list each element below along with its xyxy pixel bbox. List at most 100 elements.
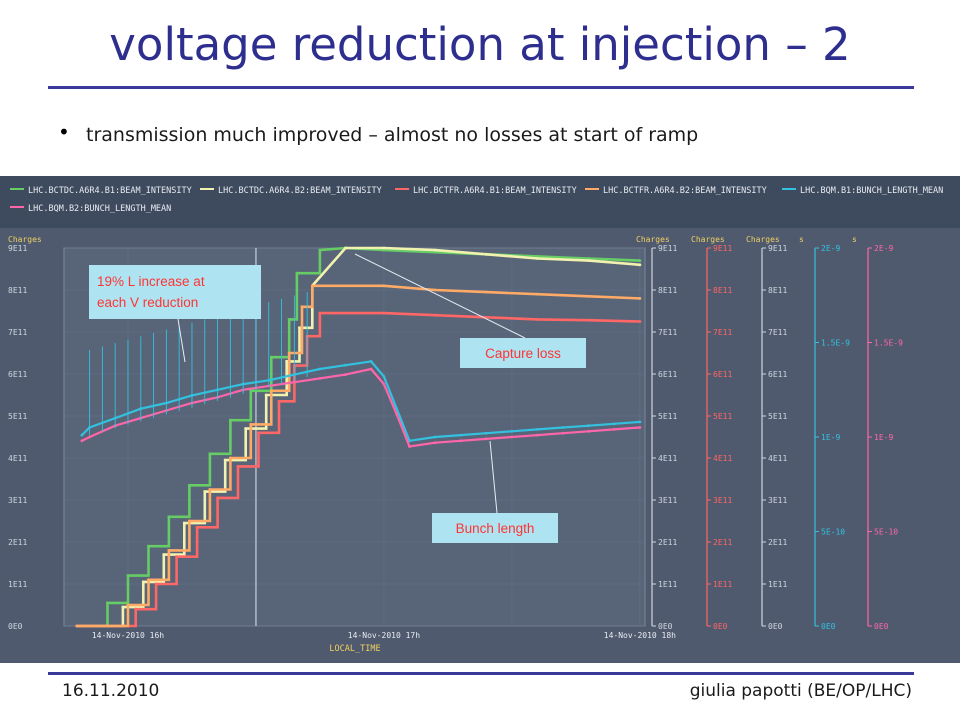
y-tick-label: 1E11 [768, 580, 787, 589]
y-tick-label: 9E11 [8, 244, 27, 253]
y-tick-label: 3E11 [8, 496, 27, 505]
footer-divider [48, 672, 914, 675]
annotation-box [432, 513, 558, 543]
x-axis-label: LOCAL_TIME [329, 644, 380, 654]
series-point [587, 294, 591, 298]
series-point [249, 389, 253, 393]
legend-item[interactable]: LHC.BCTFR.A6R4.B1:BEAM_INTENSITY [395, 186, 577, 196]
annotation-box [89, 265, 261, 319]
legend-item[interactable]: LHC.BCTDC.A6R4.B1:BEAM_INTENSITY [10, 186, 192, 196]
series-point [484, 252, 488, 256]
series-point [395, 412, 399, 416]
series-point [587, 257, 591, 260]
y-tick-label: 5E11 [768, 412, 787, 421]
series-point [106, 624, 109, 628]
y-tick-label: 4E11 [8, 454, 27, 463]
y-tick-label: 6E11 [8, 370, 27, 379]
annotation-callout: Bunch length [432, 440, 558, 543]
series-point [587, 318, 591, 322]
axes-group: Charges 0E0 1E11 2E11 3E11 4E11 5E11 6E11 7E11 8E… [8, 235, 903, 654]
y-tick-label: 8E11 [8, 286, 27, 295]
timber-chart: LHC.BCTDC.A6R4.B1:BEAM_INTENSITY LHC.BCTD… [0, 176, 960, 663]
x-tick-label: 14-Nov-2010 18h [604, 631, 676, 640]
series-point [408, 445, 411, 448]
series-point [264, 393, 268, 397]
series-point [587, 429, 591, 433]
series-point [195, 525, 199, 529]
legend-item[interactable]: LHC.BQM.B1:BUNCH_LENGTH_MEAN [782, 186, 943, 196]
axis-unit-label: Charges [8, 235, 42, 244]
y-tick-label: 5E-10 [874, 528, 898, 537]
series-point [433, 313, 437, 317]
series-point [269, 389, 273, 393]
y-tick-label: 9E11 [658, 244, 677, 253]
y-tick-label: 1E-9 [821, 433, 840, 442]
series-point [382, 382, 386, 386]
legend-label: LHC.BCTFR.A6R4.B1:BEAM_INTENSITY [413, 186, 577, 196]
axis-unit-label: Charges [746, 235, 780, 244]
series-point [369, 360, 373, 363]
series-point [298, 326, 301, 330]
series-point [295, 271, 299, 275]
annotation-text: 19% L increase at [97, 274, 205, 289]
footer-date: 16.11.2010 [62, 681, 160, 701]
series-point [587, 424, 591, 428]
series-point [154, 582, 158, 586]
legend-bar [0, 176, 960, 228]
series-point [612, 422, 616, 426]
legend-label: LHC.BCTFR.A6R4.B2:BEAM_INTENSITY [603, 186, 767, 196]
legend-item[interactable]: LHC.BCTFR.A6R4.B2:BEAM_INTENSITY [585, 186, 767, 196]
y-tick-label: 1E11 [713, 580, 732, 589]
y-tick-label: 2E-9 [821, 244, 840, 253]
bullet-text: transmission much improved – almost no l… [86, 124, 699, 146]
series-point [536, 428, 539, 431]
series-point [167, 549, 171, 552]
legend-label: LHC.BQM.B1:BUNCH_LENGTH_MEAN [800, 186, 943, 196]
series-point [126, 574, 130, 577]
y-tick-label: 1.5E-9 [874, 339, 903, 348]
series-point [147, 544, 150, 548]
axis-unit-label: s [799, 235, 804, 244]
series-point [106, 601, 109, 605]
legend-item[interactable]: LHC.BCTDC.A6R4.B2:BEAM_INTENSITY [200, 186, 382, 196]
series-point [318, 248, 322, 252]
axis-unit-label: Charges [691, 235, 725, 244]
series-point [536, 257, 539, 260]
series-point [229, 418, 232, 422]
series-point [277, 399, 281, 403]
series-line [76, 311, 640, 628]
y-tick-label: 2E-9 [874, 244, 893, 253]
legend-label: LHC.BCTDC.A6R4.B2:BEAM_INTENSITY [218, 186, 382, 196]
series-point [269, 355, 273, 359]
series-point [208, 452, 212, 456]
legend-item[interactable]: LHC.BQM.B2:BUNCH_LENGTH_MEAN [10, 204, 171, 214]
y-tick-label: 6E11 [768, 370, 787, 379]
series-point [249, 423, 253, 426]
series-point [167, 515, 171, 519]
series-point [433, 435, 437, 439]
series-point [344, 246, 347, 250]
y-tick-label: 9E11 [768, 244, 787, 253]
series-point [126, 603, 130, 607]
series-point [88, 435, 91, 439]
series-point [141, 580, 145, 584]
y-tick-label: 3E11 [658, 496, 677, 505]
series-point [459, 439, 463, 443]
y-tick-label: 1.5E-9 [821, 339, 850, 348]
series-point [382, 284, 386, 288]
y-tick-label: 8E11 [713, 286, 732, 295]
chart-panel: LHC.BCTDC.A6R4.B1:BEAM_INTENSITY LHC.BCTD… [0, 176, 960, 663]
series-point [134, 607, 138, 611]
series-point [638, 420, 642, 424]
y-tick-label: 2E11 [768, 538, 787, 547]
y-tick-label: 7E11 [8, 328, 27, 337]
series-point [484, 437, 488, 441]
y-tick-label: 5E-10 [821, 528, 845, 537]
y-tick-label: 0E0 [768, 622, 783, 631]
series-point [382, 311, 386, 315]
legend-label: LHC.BCTDC.A6R4.B1:BEAM_INTENSITY [28, 186, 192, 196]
series-group [75, 246, 642, 628]
annotation-callout: Capture loss [354, 253, 586, 368]
series-point [638, 426, 642, 429]
series-point [147, 578, 150, 582]
